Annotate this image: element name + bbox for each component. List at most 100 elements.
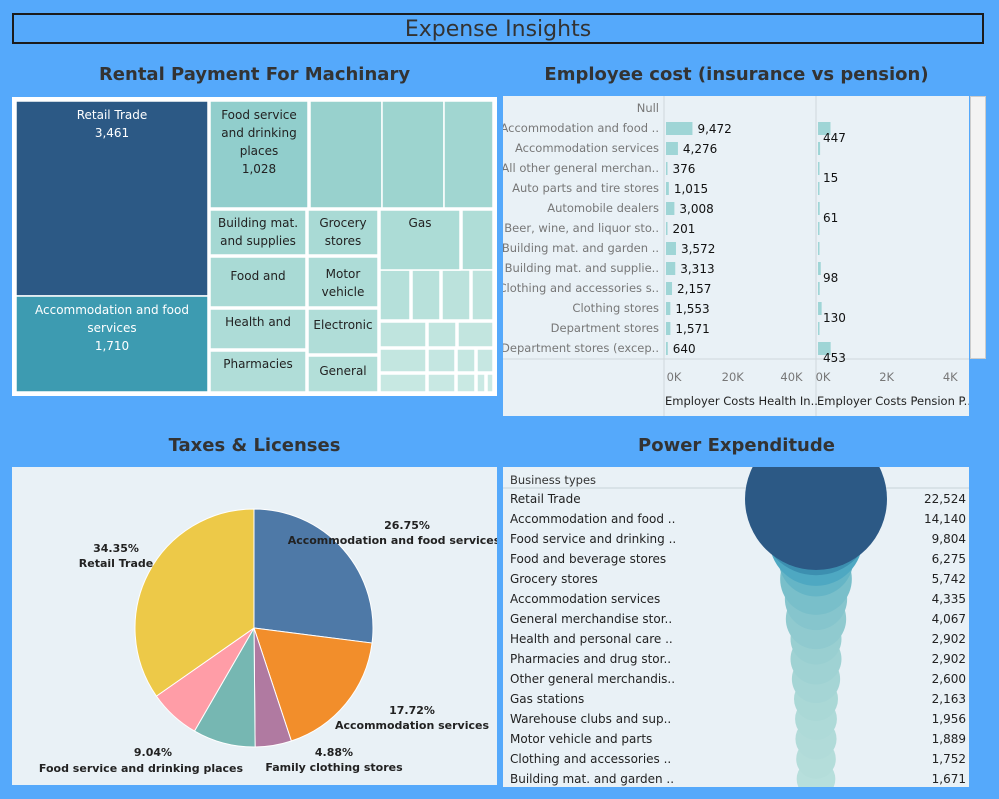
bubble[interactable]: [745, 467, 887, 570]
bar[interactable]: [818, 142, 821, 155]
rental-treemap-panel: Retail Trade 3,461 Accommodation and food s…: [12, 97, 497, 396]
bar[interactable]: [666, 282, 673, 295]
bar-category-label: Clothing and accessories s..: [503, 281, 659, 295]
treemap-label: Retail Trade: [77, 108, 148, 122]
bubble-value-label: 2,902: [932, 632, 966, 646]
bar-category-label: Clothing stores: [572, 301, 659, 315]
treemap-cell-other[interactable]: [427, 321, 457, 348]
power-bubble-panel: Business types Retail Trade 22,524 Accommod…: [503, 467, 969, 787]
bubble-category-label: Clothing and accessories ..: [510, 752, 671, 766]
bar-value-label: 4,276: [683, 142, 717, 156]
bar[interactable]: [818, 182, 820, 195]
treemap-label: Food and: [230, 269, 285, 283]
bar[interactable]: [666, 322, 671, 335]
bar-value-label: 9,472: [697, 122, 731, 136]
pie-pct-label: 17.72%: [389, 704, 435, 717]
treemap-cell-other[interactable]: [427, 348, 456, 373]
bar-background: [503, 96, 969, 416]
bar[interactable]: [666, 242, 676, 255]
bar-category-label: Department stores: [551, 321, 659, 335]
treemap-cell[interactable]: [209, 350, 307, 393]
treemap-cell-other[interactable]: [379, 269, 411, 321]
bubble-category-label: Food service and drinking ..: [510, 532, 676, 546]
treemap-cell-other[interactable]: [471, 269, 494, 321]
treemap-cell-other[interactable]: [476, 373, 486, 393]
bar[interactable]: [666, 222, 668, 235]
bar[interactable]: [818, 302, 822, 315]
bubble-category-label: Retail Trade: [510, 492, 581, 506]
treemap-cell-other[interactable]: [443, 100, 494, 209]
treemap-cell-other[interactable]: [456, 373, 476, 393]
pie-slice[interactable]: [253, 508, 374, 644]
bar-value-label: 130: [823, 311, 846, 325]
bar[interactable]: [666, 202, 675, 215]
treemap-cell[interactable]: [307, 355, 379, 393]
treemap-cell-other[interactable]: [476, 348, 494, 373]
treemap-cell-other[interactable]: [457, 321, 494, 348]
power-bubble-chart: Business types Retail Trade 22,524 Accommod…: [503, 467, 969, 787]
bar-value-label: 1,015: [674, 182, 708, 196]
bubble-value-label: 1,752: [932, 752, 966, 766]
bar[interactable]: [818, 322, 820, 335]
treemap-cell[interactable]: [379, 209, 461, 271]
bar-category-label: Department stores (excep..: [503, 341, 659, 355]
treemap-cell[interactable]: [307, 209, 379, 256]
pie-slice[interactable]: [253, 627, 373, 742]
treemap-cell-other[interactable]: [379, 321, 427, 348]
bubble-category-label: Other general merchandis..: [510, 672, 675, 686]
treemap-cell[interactable]: [209, 308, 307, 350]
bar[interactable]: [666, 302, 671, 315]
treemap-label: and drinking: [221, 126, 296, 140]
bubble-value-label: 22,524: [924, 492, 966, 506]
treemap-cell[interactable]: [15, 100, 209, 297]
treemap-cell-other[interactable]: [309, 100, 383, 209]
bar[interactable]: [818, 202, 820, 215]
bar[interactable]: [818, 342, 831, 355]
bar[interactable]: [818, 122, 831, 135]
bar-value-label: 98: [823, 271, 838, 285]
treemap-cell-other[interactable]: [456, 348, 476, 373]
bubble-category-label: Gas stations: [510, 692, 584, 706]
treemap-cell-other[interactable]: [379, 348, 427, 373]
treemap-cell[interactable]: [15, 295, 209, 393]
pie-pct-label: 4.88%: [315, 746, 353, 759]
treemap-cell[interactable]: [307, 256, 379, 308]
bar-category-label: Accommodation and food ..: [503, 121, 659, 135]
bar[interactable]: [666, 162, 668, 175]
treemap-cell-other[interactable]: [379, 373, 427, 393]
treemap-cell-other[interactable]: [486, 373, 494, 393]
treemap-cell[interactable]: [209, 100, 309, 209]
bubble-value-label: 4,335: [932, 592, 966, 606]
treemap-cell-other[interactable]: [411, 269, 441, 321]
employee-scrollbar[interactable]: [970, 96, 986, 359]
bubble-category-label: Accommodation services: [510, 592, 660, 606]
treemap-cell[interactable]: [307, 308, 379, 355]
bar[interactable]: [666, 182, 669, 195]
treemap-cell-other[interactable]: [461, 209, 494, 271]
bar[interactable]: [818, 262, 821, 275]
bar[interactable]: [818, 162, 820, 175]
treemap-cell[interactable]: [209, 256, 307, 308]
bar[interactable]: [666, 142, 678, 155]
bar[interactable]: [818, 282, 820, 295]
bar-value-label: 1,571: [675, 322, 709, 336]
bubble-value-label: 2,600: [932, 672, 966, 686]
bar[interactable]: [666, 122, 693, 135]
treemap-cell-other[interactable]: [427, 373, 456, 393]
bubble-value-label: 1,671: [932, 772, 966, 786]
bar[interactable]: [818, 242, 820, 255]
bar[interactable]: [666, 342, 668, 355]
treemap-cell-other[interactable]: [381, 100, 445, 209]
rental-title: Rental Payment For Machinary: [98, 64, 411, 85]
treemap-label: 1,710: [95, 339, 129, 353]
pie-slice[interactable]: [134, 508, 255, 697]
treemap-cell-other[interactable]: [441, 269, 471, 321]
treemap-label: Accommodation and food: [35, 303, 189, 317]
axis-tick-label: 40K: [780, 370, 803, 384]
bar-category-label: Automobile dealers: [547, 201, 659, 215]
bar[interactable]: [818, 222, 820, 235]
taxes-pie-chart: 26.75% Accommodation and food services 17.…: [39, 508, 497, 775]
pie-slice-label: Retail Trade: [79, 557, 153, 570]
treemap-cell[interactable]: [209, 209, 307, 256]
bar[interactable]: [666, 262, 676, 275]
